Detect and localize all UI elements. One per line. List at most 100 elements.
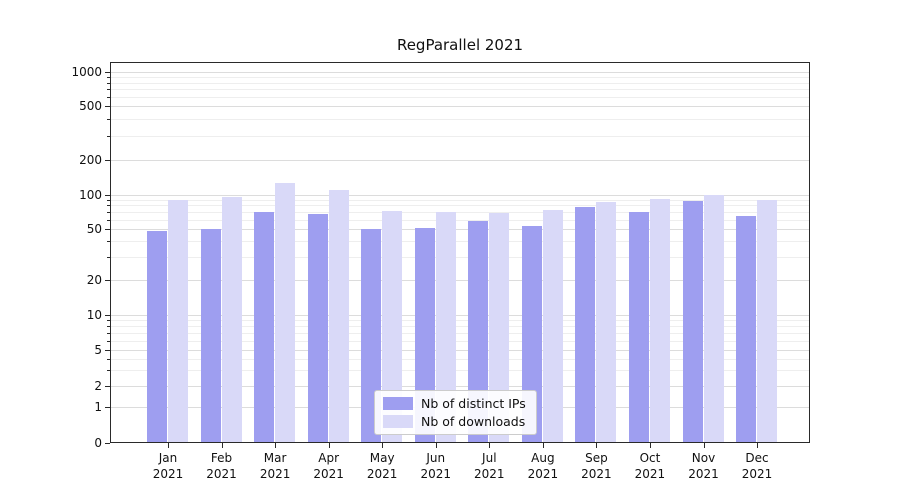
y-tick-mark [105, 385, 110, 387]
y-minor-tick-mark [107, 326, 110, 328]
bar-nb-of-downloads-aug-2021 [542, 209, 563, 443]
y-tick-mark [105, 350, 110, 351]
x-tick-label: Oct 2021 [634, 451, 666, 481]
major-gridline [110, 72, 810, 73]
bar-nb-of-distinct-ips-may-2021 [361, 228, 382, 443]
y-tick-mark [105, 105, 110, 107]
y-minor-tick-mark [107, 358, 110, 360]
major-gridline [110, 315, 810, 316]
bar-nb-of-distinct-ips-apr-2021 [307, 214, 328, 443]
major-gridline [110, 350, 810, 351]
legend-item-nb-of-distinct-ips: Nb of distinct IPs [383, 397, 526, 410]
bar-nb-of-distinct-ips-sep-2021 [575, 207, 596, 443]
bar-nb-of-downloads-dec-2021 [757, 199, 778, 443]
y-minor-tick-mark [107, 118, 110, 120]
bar-nb-of-downloads-apr-2021 [328, 189, 349, 443]
minor-gridline [110, 333, 810, 334]
x-tick-mark [275, 443, 277, 448]
y-tick-mark [105, 228, 110, 230]
bar-nb-of-distinct-ips-aug-2021 [521, 225, 542, 443]
x-tick-mark [489, 443, 491, 448]
x-tick-mark [435, 443, 437, 448]
y-tick-mark [105, 194, 110, 196]
y-tick-label: 50 [86, 221, 102, 236]
y-tick-label: 200 [79, 153, 102, 167]
x-tick-label: Apr 2021 [313, 451, 344, 481]
minor-gridline [110, 241, 810, 243]
bar-nb-of-downloads-mar-2021 [275, 183, 296, 443]
y-tick-label: 500 [79, 98, 102, 113]
bar-nb-of-downloads-may-2021 [382, 210, 403, 443]
x-tick-label: Mar 2021 [259, 451, 291, 481]
minor-gridline [110, 369, 810, 371]
y-tick-label: 10 [86, 308, 102, 322]
x-tick-mark [221, 443, 223, 448]
y-tick-label: 2 [94, 378, 102, 393]
bar-nb-of-distinct-ips-mar-2021 [254, 211, 275, 443]
x-tick-label: Dec 2021 [741, 451, 773, 481]
y-minor-tick-mark [107, 77, 110, 79]
x-tick-mark [757, 443, 759, 448]
major-gridline [110, 280, 810, 281]
y-minor-tick-mark [107, 211, 110, 213]
minor-gridline [110, 211, 810, 213]
minor-gridline [110, 82, 810, 84]
y-tick-mark [105, 280, 110, 281]
bar-nb-of-downloads-sep-2021 [596, 202, 617, 443]
x-tick-label: Feb 2021 [206, 451, 237, 481]
minor-gridline [110, 199, 810, 201]
x-tick-label: Aug 2021 [527, 451, 559, 481]
bar-nb-of-distinct-ips-feb-2021 [200, 228, 221, 443]
x-tick-mark [328, 443, 330, 448]
y-minor-tick-mark [107, 219, 110, 221]
x-tick-mark [596, 443, 598, 448]
y-tick-mark [105, 72, 110, 73]
x-tick-label: Jul 2021 [474, 451, 505, 481]
y-minor-tick-mark [107, 320, 110, 322]
minor-gridline [110, 89, 810, 91]
y-tick-mark [105, 443, 110, 444]
x-tick-label: May 2021 [366, 451, 398, 481]
minor-gridline [110, 326, 810, 328]
y-minor-tick-mark [107, 82, 110, 84]
y-tick-label: 100 [79, 187, 102, 202]
y-tick-label: 1 [94, 400, 102, 414]
minor-gridline [110, 257, 810, 259]
bar-nb-of-downloads-jan-2021 [168, 199, 188, 443]
y-tick-label: 0 [94, 436, 102, 450]
x-tick-mark [382, 443, 384, 448]
chart-title: RegParallel 2021 [396, 36, 524, 54]
bar-nb-of-downloads-feb-2021 [221, 197, 242, 443]
bar-nb-of-distinct-ips-dec-2021 [736, 216, 757, 443]
major-gridline [110, 194, 810, 196]
minor-gridline [110, 135, 810, 137]
minor-gridline [110, 205, 810, 207]
y-tick-mark [105, 160, 110, 161]
major-gridline [110, 228, 810, 230]
bar-nb-of-downloads-jun-2021 [435, 211, 456, 443]
bar-nb-of-distinct-ips-jul-2021 [468, 221, 489, 443]
y-tick-label: 1000 [71, 65, 102, 79]
legend: Nb of distinct IPs Nb of downloads [374, 390, 537, 435]
bar-nb-of-distinct-ips-nov-2021 [682, 200, 703, 443]
y-minor-tick-mark [107, 205, 110, 207]
major-gridline [110, 160, 810, 161]
legend-label-nb-of-distinct-ips: Nb of distinct IPs [421, 396, 526, 411]
y-minor-tick-mark [107, 89, 110, 91]
x-tick-mark [542, 443, 544, 448]
bar-nb-of-downloads-oct-2021 [649, 198, 670, 443]
y-tick-label: 20 [86, 273, 102, 287]
x-tick-label: Jun 2021 [420, 451, 452, 481]
legend-swatch-nb-of-downloads [383, 415, 413, 428]
y-minor-tick-mark [107, 135, 110, 137]
minor-gridline [110, 320, 810, 322]
x-tick-label: Jan 2021 [152, 451, 184, 481]
y-tick-label: 5 [94, 343, 102, 357]
minor-gridline [110, 340, 810, 342]
x-tick-mark [168, 443, 169, 448]
y-minor-tick-mark [107, 199, 110, 201]
minor-gridline [110, 219, 810, 221]
y-minor-tick-mark [107, 369, 110, 371]
minor-gridline [110, 118, 810, 120]
